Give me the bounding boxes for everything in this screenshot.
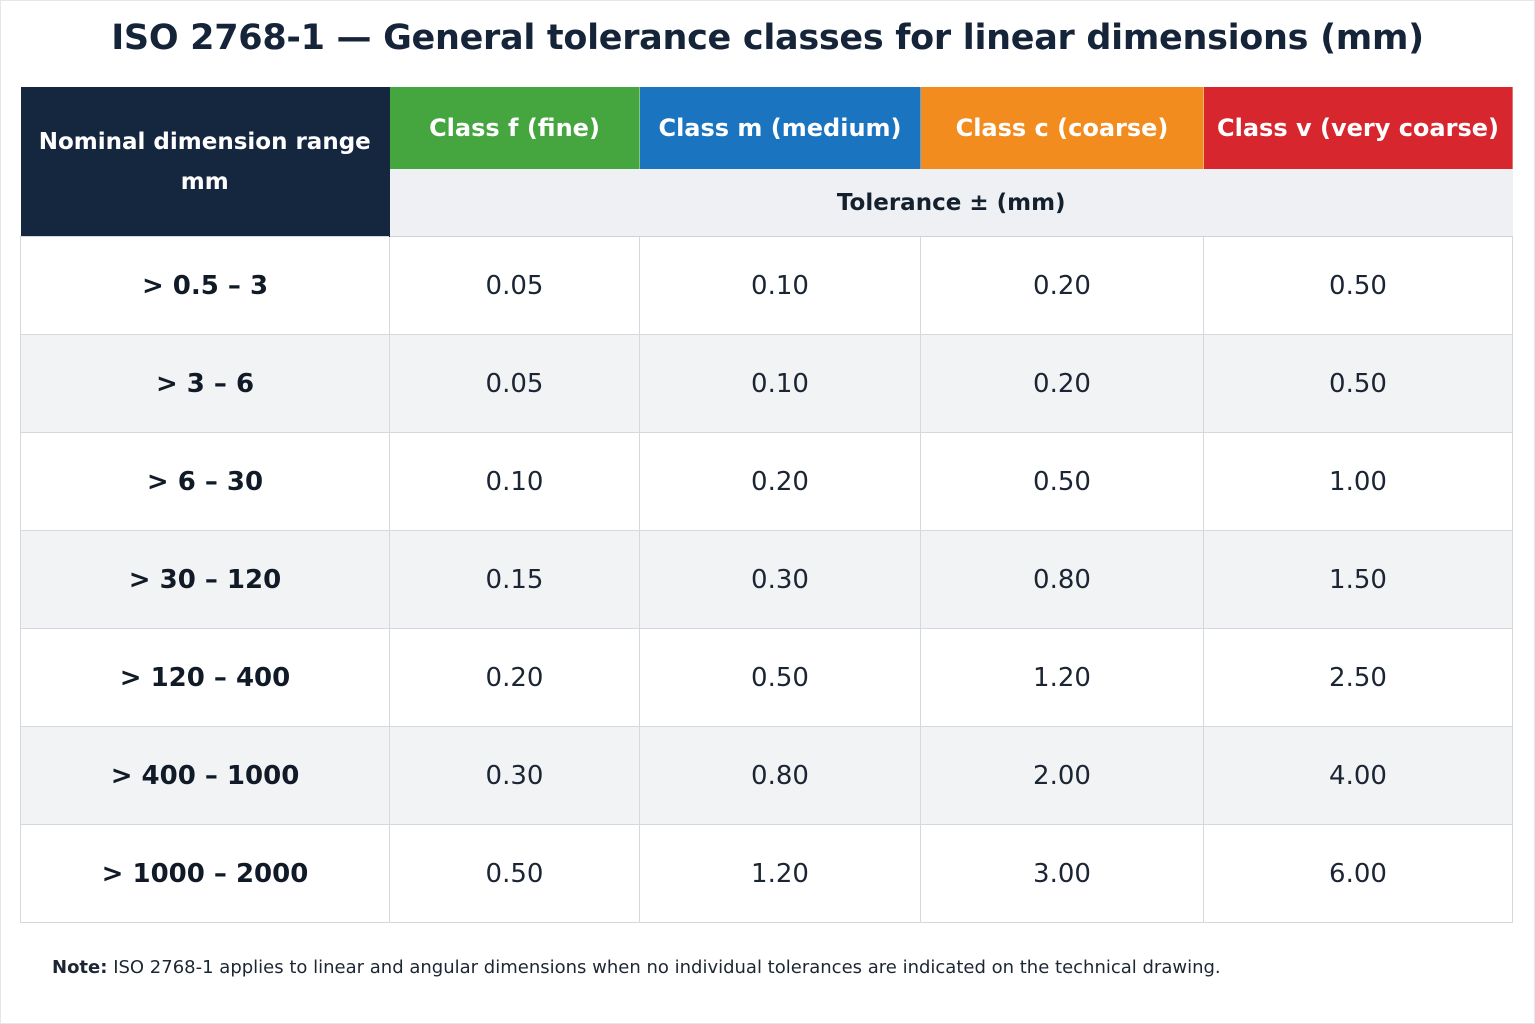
class-f-header: Class f (fine) xyxy=(389,87,640,169)
tolerance-cell: 0.50 xyxy=(639,628,921,727)
tolerance-subheader: Tolerance ± (mm) xyxy=(389,169,1513,237)
tolerance-cell: 0.05 xyxy=(389,236,640,335)
tolerance-cell: 0.15 xyxy=(389,530,640,629)
range-column-header: Nominal dimension range mm xyxy=(20,87,390,237)
tolerance-cell: 1.50 xyxy=(1203,530,1513,629)
class-m-header: Class m (medium) xyxy=(639,87,921,169)
range-cell: > 1000 – 2000 xyxy=(20,824,390,923)
tolerance-cell: 0.10 xyxy=(389,432,640,531)
tolerance-cell: 0.80 xyxy=(639,726,921,825)
range-cell: > 6 – 30 xyxy=(20,432,390,531)
range-cell: > 3 – 6 xyxy=(20,334,390,433)
tolerance-cell: 1.20 xyxy=(920,628,1204,727)
tolerance-table-container: Nominal dimension range mm Class f (fine… xyxy=(20,87,1513,923)
page-title: ISO 2768-1 — General tolerance classes f… xyxy=(111,18,1424,58)
table-body: > 0.5 – 3 0.05 0.10 0.20 0.50 > 3 – 6 0.05 0.10… xyxy=(20,236,1513,923)
table-row: > 120 – 400 0.20 0.50 1.20 2.50 xyxy=(20,628,1513,727)
tolerance-cell: 0.20 xyxy=(920,334,1204,433)
range-cell: > 0.5 – 3 xyxy=(20,236,390,335)
tolerance-cell: 0.10 xyxy=(639,236,921,335)
table-row: > 400 – 1000 0.30 0.80 2.00 4.00 xyxy=(20,726,1513,825)
tolerance-cell: 0.20 xyxy=(639,432,921,531)
class-c-header: Class c (coarse) xyxy=(920,87,1204,169)
tolerance-table: Nominal dimension range mm Class f (fine… xyxy=(20,87,1513,923)
range-header-line1: Nominal dimension range xyxy=(38,128,371,155)
tolerance-cell: 0.20 xyxy=(920,236,1204,335)
class-v-header: Class v (very coarse) xyxy=(1203,87,1513,169)
table-row: > 6 – 30 0.10 0.20 0.50 1.00 xyxy=(20,432,1513,531)
note-text: ISO 2768-1 applies to linear and angular… xyxy=(113,957,1221,978)
subheader-row: Tolerance ± (mm) xyxy=(21,169,1513,237)
tolerance-cell: 0.10 xyxy=(639,334,921,433)
range-cell: > 120 – 400 xyxy=(20,628,390,727)
table-row: > 30 – 120 0.15 0.30 0.80 1.50 xyxy=(20,530,1513,629)
range-header-line2: mm xyxy=(180,168,229,195)
tolerance-cell: 1.00 xyxy=(1203,432,1513,531)
note-label: Note: xyxy=(52,957,108,978)
tolerance-cell: 0.30 xyxy=(389,726,640,825)
footnote: Note: ISO 2768-1 applies to linear and a… xyxy=(52,957,1221,978)
tolerance-cell: 2.50 xyxy=(1203,628,1513,727)
tolerance-cell: 0.50 xyxy=(1203,236,1513,335)
tolerance-cell: 6.00 xyxy=(1203,824,1513,923)
header-row: Nominal dimension range mm Class f (fine… xyxy=(20,87,1513,237)
tolerance-cell: 4.00 xyxy=(1203,726,1513,825)
table-row: > 1000 – 2000 0.50 1.20 3.00 6.00 xyxy=(20,824,1513,923)
tolerance-cell: 0.80 xyxy=(920,530,1204,629)
tolerance-cell: 1.20 xyxy=(639,824,921,923)
tolerance-cell: 0.20 xyxy=(389,628,640,727)
tolerance-cell: 0.50 xyxy=(1203,334,1513,433)
tolerance-cell: 2.00 xyxy=(920,726,1204,825)
tolerance-cell: 0.30 xyxy=(639,530,921,629)
tolerance-cell: 3.00 xyxy=(920,824,1204,923)
range-cell: > 400 – 1000 xyxy=(20,726,390,825)
tolerance-cell: 0.50 xyxy=(389,824,640,923)
table-row: > 3 – 6 0.05 0.10 0.20 0.50 xyxy=(20,334,1513,433)
range-cell: > 30 – 120 xyxy=(20,530,390,629)
table-row: > 0.5 – 3 0.05 0.10 0.20 0.50 xyxy=(20,236,1513,335)
tolerance-cell: 0.50 xyxy=(920,432,1204,531)
tolerance-cell: 0.05 xyxy=(389,334,640,433)
